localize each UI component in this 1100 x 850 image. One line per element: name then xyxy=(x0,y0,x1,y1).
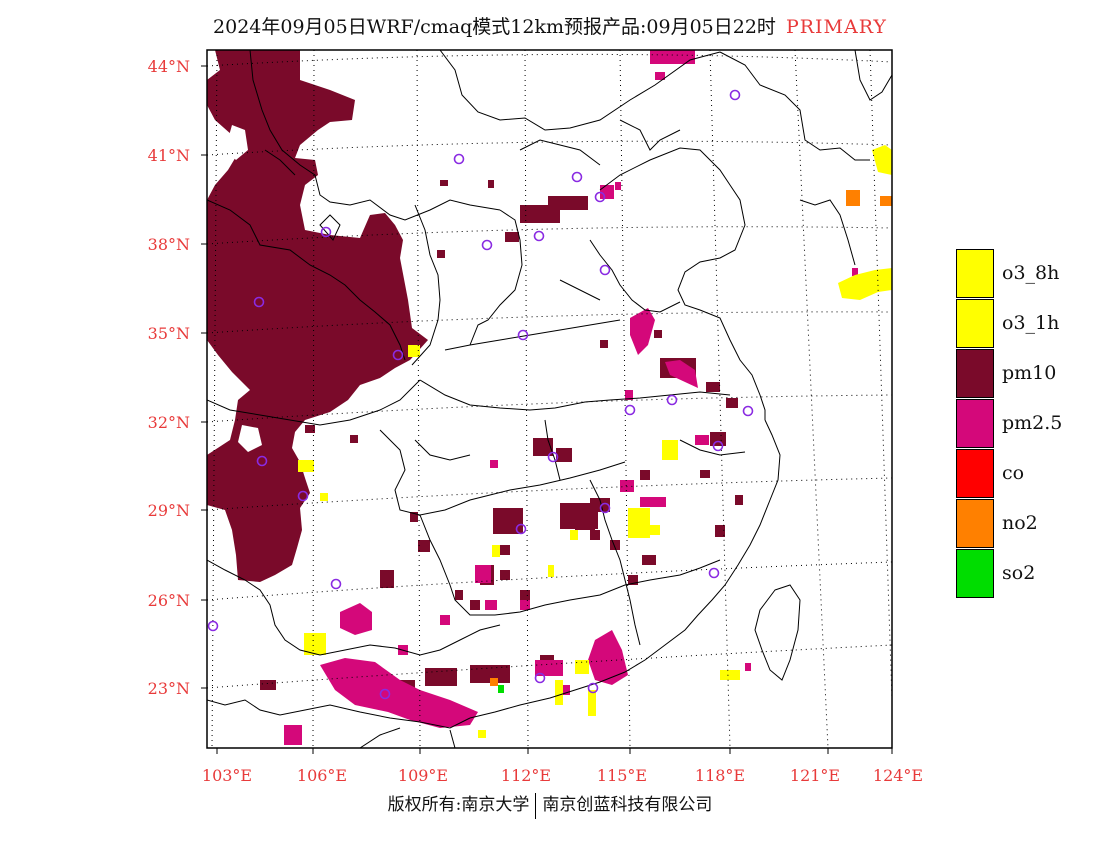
copyright-footer: 版权所有:南京大学 南京创蓝科技有限公司 xyxy=(0,790,1100,819)
legend-swatch xyxy=(956,299,994,348)
footer-company: 南京创蓝科技有限公司 xyxy=(542,795,713,815)
lat-label: 23°N xyxy=(148,679,190,698)
lat-label: 32°N xyxy=(148,413,190,432)
legend-label: co xyxy=(1002,462,1025,484)
footer-copyright: 版权所有:南京大学 xyxy=(387,795,530,815)
pm10-gap xyxy=(225,125,248,160)
boundary-lines xyxy=(207,50,892,748)
lon-label: 103°E xyxy=(202,766,252,785)
legend-swatch xyxy=(956,549,994,598)
legend-label: no2 xyxy=(1002,512,1038,534)
pm25-patches xyxy=(284,50,858,745)
lat-label: 38°N xyxy=(148,235,190,254)
footer-divider xyxy=(535,792,537,819)
legend-label: pm10 xyxy=(1002,362,1057,384)
map-frame xyxy=(206,49,893,749)
city-markers xyxy=(207,89,754,700)
lon-label: 121°E xyxy=(790,766,840,785)
legend-label: pm2.5 xyxy=(1002,412,1063,434)
legend-label: o3_1h xyxy=(1002,312,1060,334)
lon-label: 124°E xyxy=(873,766,923,785)
title-main: 2024年09月05日WRF/cmaq模式12km预报产品:09月05日22时 xyxy=(213,16,776,38)
map-title: 2024年09月05日WRF/cmaq模式12km预报产品:09月05日22时 P… xyxy=(0,12,1100,39)
legend-label: o3_8h xyxy=(1002,262,1060,284)
legend-swatch xyxy=(956,349,994,398)
lat-label: 41°N xyxy=(148,146,190,165)
axis-ticks xyxy=(201,65,893,754)
lat-label: 35°N xyxy=(148,324,190,343)
lon-label: 115°E xyxy=(597,766,647,785)
latitude-labels: 44°N 41°N 38°N 35°N 32°N 29°N 26°N 23°N xyxy=(148,57,190,698)
lon-label: 112°E xyxy=(501,766,551,785)
ozone-patches xyxy=(298,145,892,738)
legend-label: so2 xyxy=(1002,562,1036,584)
longitude-labels: 103°E 106°E 109°E 112°E 115°E 118°E 121°… xyxy=(202,766,923,785)
graticule xyxy=(207,50,892,748)
legend-swatch xyxy=(956,499,994,548)
pm10-gap xyxy=(238,425,262,452)
lon-label: 106°E xyxy=(297,766,347,785)
legend-swatch xyxy=(956,249,994,298)
lat-label: 44°N xyxy=(148,57,190,76)
lat-label: 29°N xyxy=(148,501,190,520)
lon-label: 118°E xyxy=(695,766,745,785)
lon-label: 109°E xyxy=(398,766,448,785)
so2-patch xyxy=(498,685,504,693)
title-primary-tag: PRIMARY xyxy=(785,16,887,38)
pm10-region-west xyxy=(207,50,428,582)
legend-swatch xyxy=(956,399,994,448)
legend-swatch xyxy=(956,449,994,498)
lat-label: 26°N xyxy=(148,591,190,610)
map-body xyxy=(207,50,892,748)
no2-patches xyxy=(490,190,892,686)
pm10-patches xyxy=(260,180,743,694)
